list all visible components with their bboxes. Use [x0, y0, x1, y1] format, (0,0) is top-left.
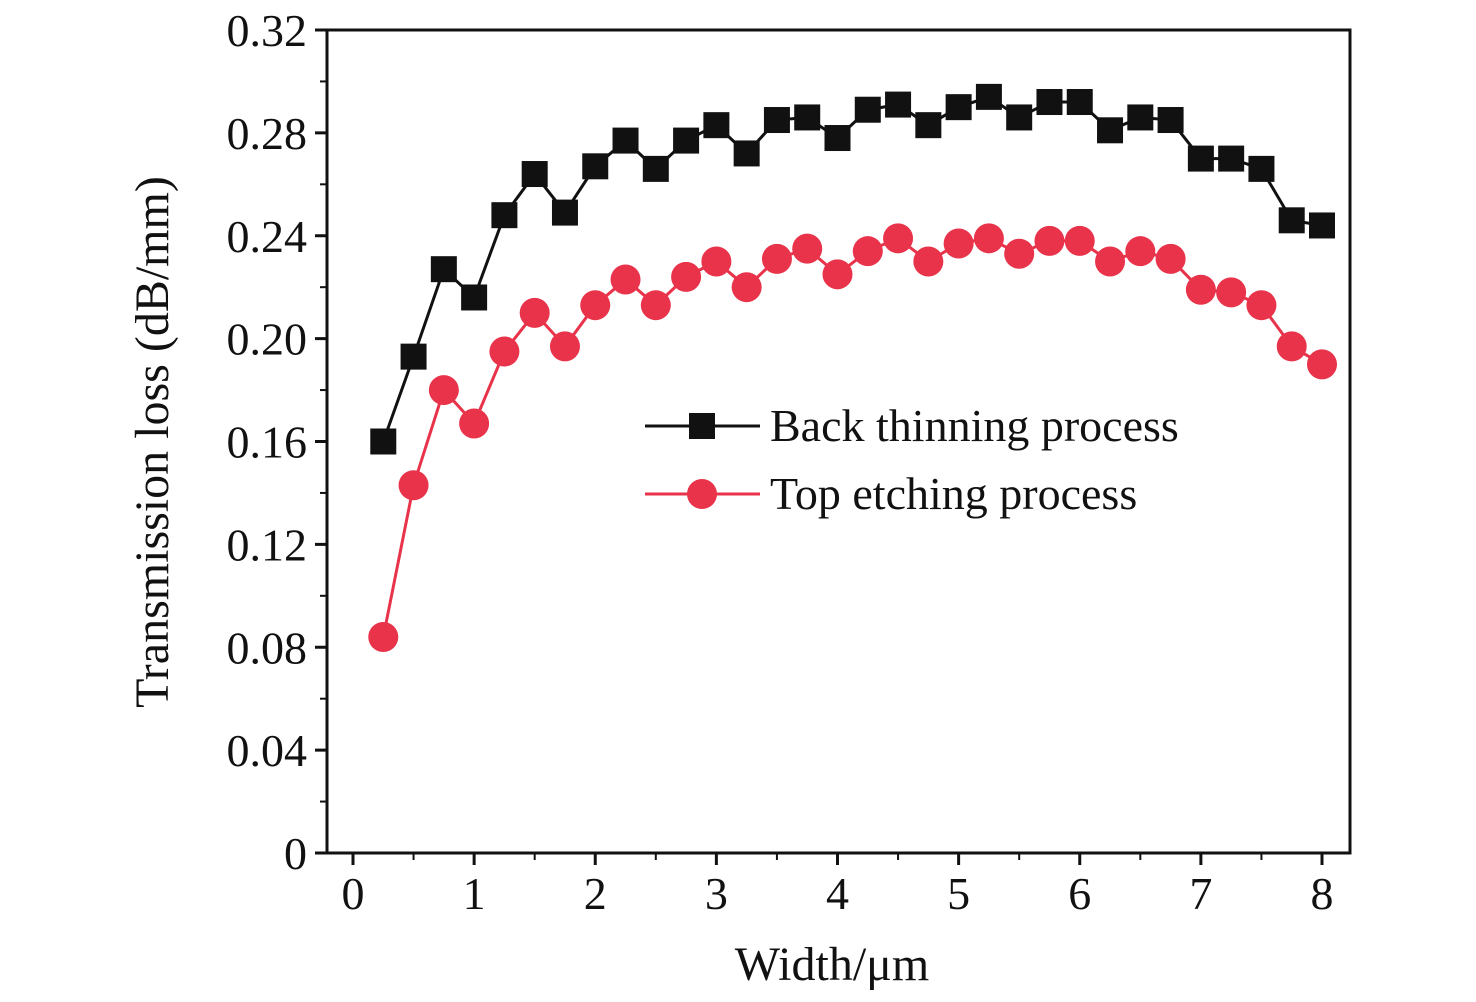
series-layer [368, 83, 1337, 652]
data-point-square [885, 91, 912, 118]
data-point-square [1036, 89, 1063, 116]
series-1 [370, 83, 1335, 455]
y-tick-label: 0.16 [227, 417, 308, 468]
x-tick-label: 3 [705, 868, 728, 919]
data-point-circle [519, 297, 550, 328]
data-point-square [430, 256, 457, 283]
data-point-circle [428, 375, 459, 406]
data-point-square [1066, 89, 1093, 116]
data-point-square [551, 199, 578, 226]
legend-marker-square [689, 413, 715, 439]
legend-label: Back thinning process [770, 400, 1179, 451]
legend-item-1: Back thinning process [645, 400, 1179, 451]
x-tick-label: 8 [1311, 868, 1334, 919]
data-point-circle [822, 259, 853, 290]
data-point-square [1278, 207, 1305, 234]
series-2 [368, 223, 1337, 652]
data-point-circle [1246, 290, 1277, 321]
data-point-square [733, 140, 760, 167]
data-point-square [1157, 107, 1184, 134]
data-point-circle [913, 246, 944, 277]
data-point-square [763, 107, 790, 134]
x-tick-label: 7 [1189, 868, 1212, 919]
data-point-square [1218, 145, 1245, 172]
data-point-square [794, 104, 821, 131]
data-point-circle [610, 264, 641, 295]
data-point-square [612, 127, 639, 154]
data-point-square [1187, 145, 1214, 172]
data-point-square [642, 155, 669, 182]
data-point-circle [459, 408, 490, 439]
y-tick-label: 0.12 [227, 519, 308, 570]
legend-item-2: Top etching process [645, 468, 1137, 519]
data-point-circle [368, 621, 399, 652]
data-point-square [1127, 104, 1154, 131]
data-point-square [975, 83, 1002, 110]
data-point-square [1248, 155, 1275, 182]
y-axis-label: Transmission loss (dB/mm) [126, 176, 179, 708]
x-axis-label: Width/μm [735, 938, 929, 991]
data-point-square [824, 125, 851, 152]
data-point-circle [1155, 243, 1186, 274]
data-point-square [1006, 104, 1033, 131]
data-point-circle [943, 228, 974, 259]
x-tick-label: 6 [1068, 868, 1091, 919]
data-point-square [370, 428, 397, 455]
data-point-square [1309, 212, 1335, 239]
y-tick-label: 0 [284, 828, 307, 879]
data-point-circle [1095, 246, 1126, 277]
data-point-circle [792, 233, 823, 264]
data-point-circle [1216, 277, 1247, 308]
y-tick-label: 0.32 [227, 5, 308, 56]
x-tick-label: 5 [947, 868, 970, 919]
data-point-circle [398, 470, 429, 501]
y-tick-label: 0.04 [227, 725, 308, 776]
y-tick-label: 0.08 [227, 622, 308, 673]
x-tick-label: 2 [584, 868, 607, 919]
data-point-circle [1185, 274, 1216, 305]
data-point-square [521, 161, 548, 188]
data-point-square [703, 112, 730, 139]
data-point-square [1097, 117, 1124, 144]
data-point-circle [1125, 236, 1156, 267]
data-point-square [461, 284, 488, 311]
data-point-circle [701, 246, 732, 277]
data-point-circle [1004, 238, 1035, 269]
legend-marker-circle [687, 479, 717, 509]
data-point-circle [1064, 225, 1095, 256]
data-point-square [673, 127, 700, 154]
data-point-square [400, 343, 427, 370]
data-point-circle [883, 223, 914, 254]
y-tick-label: 0.20 [227, 314, 308, 365]
data-point-circle [1307, 349, 1337, 380]
data-point-square [945, 94, 972, 121]
legend-label: Top etching process [770, 468, 1137, 519]
data-point-circle [731, 272, 762, 303]
data-point-circle [973, 223, 1004, 254]
axes: 0 0.04 0.08 0.12 0.16 0.20 0.24 0.28 0.32 0 1 2 3 4 5 6… [227, 5, 1352, 919]
data-point-circle [640, 290, 671, 321]
y-tick-label: 0.24 [227, 211, 308, 262]
data-point-circle [1276, 331, 1307, 362]
data-point-square [854, 96, 881, 123]
data-point-circle [671, 261, 702, 292]
data-point-circle [580, 290, 611, 321]
data-point-circle [761, 243, 792, 274]
data-point-square [491, 202, 518, 229]
data-point-circle [549, 331, 580, 362]
x-tick-label: 4 [826, 868, 849, 919]
y-tick-label: 0.28 [227, 108, 308, 159]
x-tick-label: 0 [342, 868, 365, 919]
data-point-square [915, 112, 942, 139]
x-tick-label: 1 [463, 868, 486, 919]
data-point-circle [852, 236, 883, 267]
data-point-circle [489, 336, 520, 367]
data-point-circle [1034, 225, 1065, 256]
data-point-square [582, 153, 609, 180]
legend: Back thinning process Top etching process [645, 400, 1179, 519]
